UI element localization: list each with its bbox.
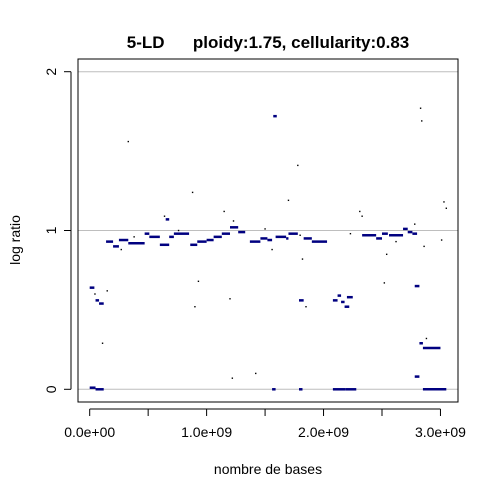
x-tick-label: 0.0e+00 [64, 424, 115, 440]
x-tick-label: 3.0e+09 [415, 424, 466, 440]
plot-frame [77, 58, 459, 403]
outlier-point [425, 337, 428, 340]
y-tick-label: 2 [43, 68, 59, 76]
outlier-point [299, 234, 301, 236]
outlier-point [440, 239, 443, 241]
outlier-point [231, 377, 234, 379]
outlier-point [287, 199, 290, 202]
outlier-point [177, 229, 180, 232]
reference-lines [78, 71, 458, 390]
outlier-point [383, 282, 386, 284]
y-tick-label: 0 [43, 385, 59, 393]
outlier-point [127, 140, 129, 143]
outlier-point [385, 253, 388, 256]
outlier-point [163, 215, 166, 217]
outlier-point [106, 290, 108, 292]
outlier-point [361, 215, 363, 217]
x-tick-label: 1.0e+09 [181, 424, 232, 440]
x-axis: 0.0e+00 1.0e+09 2.0e+09 3.0e+09 [64, 408, 466, 440]
data-points [94, 107, 448, 379]
outlier-point [94, 293, 96, 295]
outlier-point [197, 280, 200, 283]
outlier-point [264, 228, 266, 230]
y-axis-label: log ratio [7, 215, 23, 265]
data-segments [89, 114, 447, 391]
outlier-point [229, 298, 231, 300]
outlier-point [271, 248, 273, 251]
outlier-point [297, 164, 299, 167]
outlier-point [223, 210, 225, 213]
outlier-point [443, 201, 445, 203]
outlier-point [349, 232, 352, 235]
outlier-point [395, 240, 397, 243]
outlier-point [305, 306, 307, 308]
x-axis-label: nombre de bases [214, 461, 322, 477]
outlier-point [445, 207, 448, 209]
outlier-point [194, 306, 196, 308]
outlier-point [301, 258, 304, 260]
y-tick-label: 1 [43, 226, 59, 234]
y-axis: 0 1 2 [43, 68, 72, 393]
outlier-point [191, 191, 194, 194]
outlier-point [232, 220, 235, 222]
outlier-point [359, 210, 361, 213]
outlier-point [133, 236, 135, 238]
outlier-point [120, 248, 122, 251]
chart-title: 5-LD ploidy:1.75, cellularity:0.83 [127, 33, 409, 52]
x-tick-label: 2.0e+09 [298, 424, 349, 440]
outlier-point [421, 120, 423, 122]
outlier-point [423, 245, 425, 248]
outlier-point [101, 342, 104, 344]
outlier-point [414, 223, 416, 225]
outlier-point [255, 372, 257, 375]
outlier-point [419, 107, 422, 109]
